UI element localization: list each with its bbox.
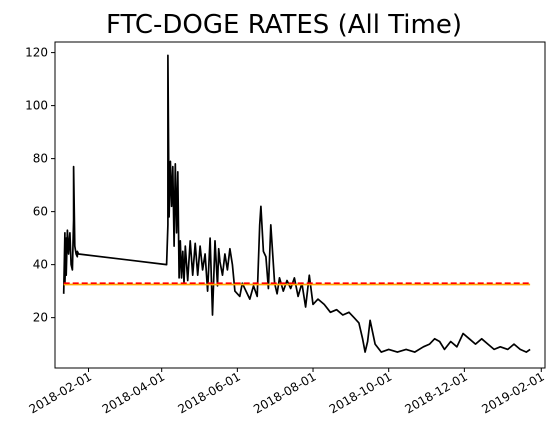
y-tick-label: 40 — [33, 258, 48, 272]
x-tick-label: 2018-12-01 — [402, 369, 469, 416]
y-tick-label: 60 — [33, 205, 48, 219]
y-tick-label: 120 — [25, 46, 48, 60]
x-tick-label: 2018-10-01 — [327, 369, 394, 416]
y-axis: 20 40 60 80 100 120 — [25, 46, 55, 325]
x-axis: 2018-02-01 2018-04-01 2018-06-01 2018-08-01… — [27, 368, 547, 416]
x-tick-label: 2018-08-01 — [251, 369, 318, 416]
x-tick-label: 2018-02-01 — [27, 369, 94, 416]
chart-title: FTC-DOGE RATES (All Time) — [106, 10, 462, 40]
plot-frame — [54, 41, 546, 369]
y-tick-label: 100 — [25, 99, 48, 113]
y-tick-label: 20 — [33, 311, 48, 325]
plot-area — [62, 54, 531, 353]
x-tick-label: 2018-06-01 — [175, 369, 242, 416]
x-tick-label: 2018-04-01 — [100, 369, 167, 416]
x-tick-label: 2019-02-01 — [479, 369, 546, 416]
series-line-1 — [62, 54, 531, 353]
y-tick-label: 80 — [33, 152, 48, 166]
